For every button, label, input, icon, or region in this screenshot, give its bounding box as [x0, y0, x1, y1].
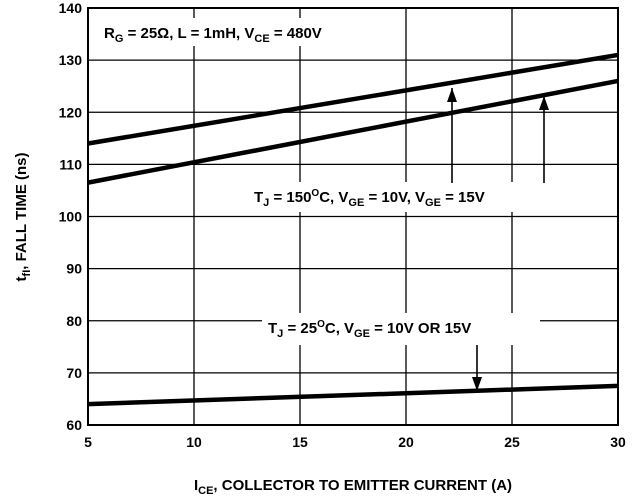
cold-label-text: T [268, 320, 277, 337]
hot-label-sub: GE [348, 197, 364, 209]
y-tick-label: 100 [59, 209, 83, 225]
hot-label-sup: O [311, 188, 319, 199]
cold-label-sub: GE [354, 328, 370, 340]
grid [87, 7, 619, 426]
x-tick-label: 15 [292, 434, 308, 450]
arrow-cold-curve [472, 345, 482, 391]
arrow-upper-curve-head [447, 88, 457, 102]
tick-labels: 5 10 15 20 25 30 60 70 80 90 100 110 120 130 140 [59, 0, 626, 450]
conditions-label: RG = 25Ω, L = 1mH, VCE = 480V [104, 25, 322, 45]
y-axis-label-rest: , FALL TIME (ns) [13, 153, 30, 270]
hot-label-text: T [254, 189, 263, 206]
x-axis-label-rest: , COLLECTOR TO EMITTER CURRENT (A) [213, 477, 512, 494]
arrow-cold-curve-head [472, 377, 482, 391]
y-axis-label-sub: fI [21, 270, 33, 277]
x-tick-label: 30 [610, 434, 626, 450]
conditions-label-text: R [104, 25, 115, 42]
plot-frame [87, 7, 619, 426]
x-axis-label: ICE, COLLECTOR TO EMITTER CURRENT (A) [194, 477, 512, 497]
x-tick-label: 20 [398, 434, 414, 450]
arrow-lower-curve-head [539, 96, 549, 110]
conditions-label-sub: CE [254, 33, 269, 45]
arrow-lower-curve [539, 96, 549, 183]
series-line-3 [87, 383, 619, 407]
series-line-2 [87, 78, 619, 185]
conditions-box [98, 18, 396, 46]
y-tick-label: 90 [66, 261, 82, 277]
cold-label-sub: J [277, 328, 283, 340]
y-tick-label: 120 [59, 104, 83, 120]
y-tick-label: 60 [66, 417, 82, 433]
conditions-label-text: = 480V [270, 25, 322, 42]
arrow-upper-curve [447, 88, 457, 183]
hot-label-text: = 15V [441, 189, 485, 206]
hot-label-sub: GE [425, 197, 441, 209]
cold-label-text: C, V [325, 320, 354, 337]
conditions-label-sub: G [115, 33, 124, 45]
x-axis-label-main: I [194, 477, 198, 494]
hot-label-text: = 10V, V [364, 189, 425, 206]
y-tick-label: 130 [59, 52, 83, 68]
cold-label-sup: O [317, 319, 325, 330]
x-tick-label: 10 [186, 434, 202, 450]
hot-label-sub: J [263, 197, 269, 209]
series-line-1 [87, 52, 619, 146]
y-axis-label-main: t [13, 276, 30, 281]
cold-label-box [262, 313, 540, 345]
series-lines [87, 52, 619, 407]
cold-label: TJ = 25OC, VGE = 10V OR 15V [268, 319, 471, 340]
y-tick-label: 80 [66, 313, 82, 329]
cold-label-text: = 10V OR 15V [370, 320, 471, 337]
cold-label-text: = 25 [283, 320, 317, 337]
hot-label-text: C, V [319, 189, 348, 206]
y-tick-label: 70 [66, 365, 82, 381]
conditions-label-text: = 25Ω, L = 1mH, V [123, 25, 254, 42]
x-axis-label-sub: CE [198, 485, 213, 497]
hot-label: TJ = 150OC, VGE = 10V, VGE = 15V [254, 188, 485, 209]
x-tick-label: 5 [84, 434, 92, 450]
axis-labels: ICE, COLLECTOR TO EMITTER CURRENT (A) tfI… [13, 153, 512, 497]
y-tick-label: 140 [59, 0, 83, 16]
x-tick-label: 25 [504, 434, 520, 450]
hot-label-text: = 150 [269, 189, 311, 206]
y-axis-label: tfI, FALL TIME (ns) [13, 153, 33, 282]
y-tick-label: 110 [59, 156, 82, 172]
hot-label-box [248, 182, 600, 212]
